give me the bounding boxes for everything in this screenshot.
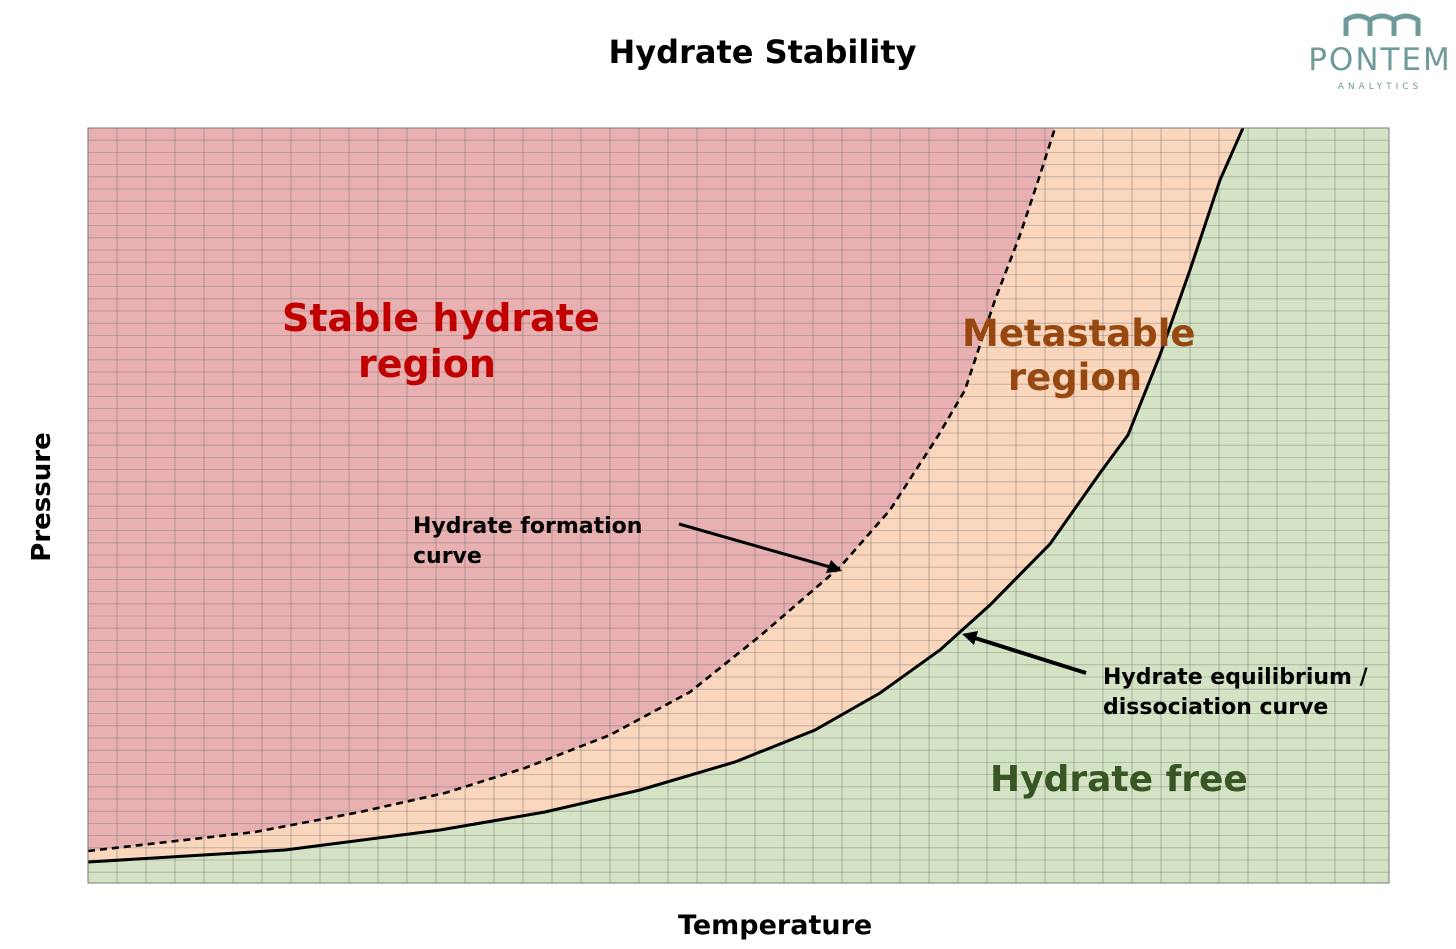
- hydrate-formation-curve: [88, 128, 1057, 853]
- plot-frame: [87, 127, 1390, 884]
- hydrate-equilibrium-curve: [88, 128, 1245, 864]
- metastable-region-label-line1: Metastable: [962, 312, 1196, 355]
- formation-annotation-line2: curve: [413, 544, 482, 569]
- y-axis-label: Pressure: [27, 432, 57, 562]
- stable-region-label-line2: region: [358, 341, 496, 386]
- stable-hydrate-region: [88, 128, 1055, 851]
- metastable-region-label: Metastable region: [962, 312, 1196, 401]
- brand-logo: PONTEM ANALYTICS: [1306, 8, 1454, 92]
- hydrate-free-label: Hydrate free: [990, 759, 1248, 800]
- equilibrium-arrowhead: [962, 631, 978, 645]
- formation-arrowhead: [826, 560, 842, 573]
- equilibrium-curve-annotation: Hydrate equilibrium / dissociation curve: [1103, 663, 1368, 723]
- formation-arrow: [678, 522, 831, 569]
- formation-curve-annotation: Hydrate formation curve: [413, 512, 642, 572]
- equilibrium-annotation-line2: dissociation curve: [1103, 695, 1329, 720]
- metastable-region-label-line2: region: [1007, 356, 1143, 400]
- x-axis-label: Temperature: [678, 910, 873, 941]
- formation-annotation-line1: Hydrate formation: [413, 514, 643, 539]
- diagram-title: Hydrate Stability: [608, 33, 917, 71]
- logo-wordmark: PONTEM: [1308, 42, 1452, 78]
- equilibrium-arrow: [974, 636, 1087, 675]
- stable-region-label-line1: Stable hydrate: [282, 296, 600, 340]
- logo-mark-icon: [1343, 13, 1421, 36]
- logo-subtitle: ANALYTICS: [1337, 82, 1423, 92]
- grid-lines: [88, 128, 1389, 883]
- equilibrium-annotation-line1: Hydrate equilibrium /: [1103, 665, 1368, 690]
- stable-region-label: Stable hydrate region: [282, 296, 600, 387]
